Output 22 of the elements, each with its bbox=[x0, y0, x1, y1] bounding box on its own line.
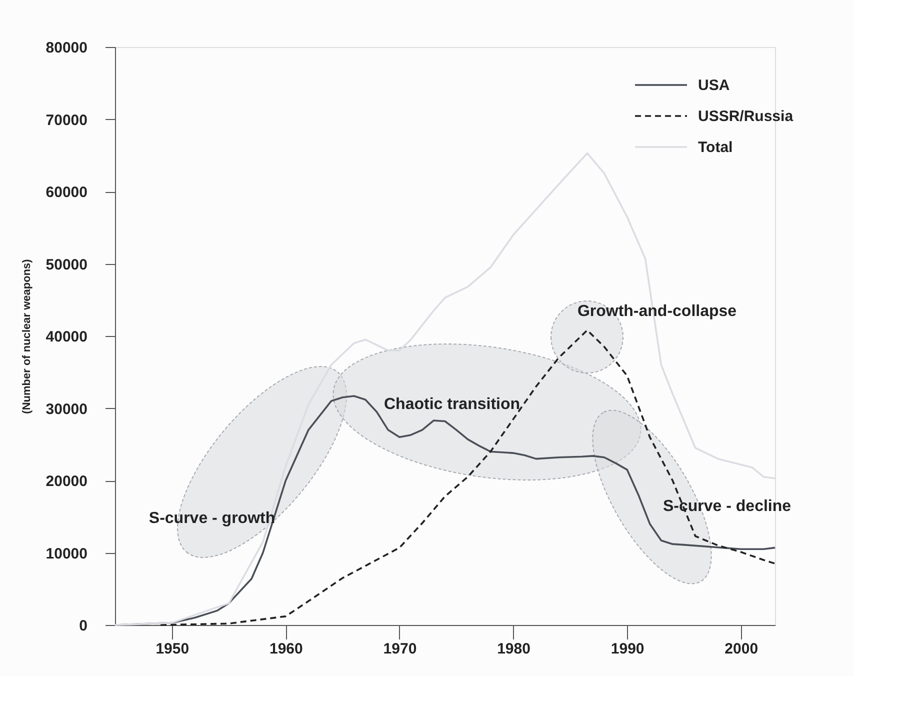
x-tick-label: 1980 bbox=[497, 640, 530, 658]
legend-label: USSR/Russia bbox=[698, 108, 794, 125]
legend-label: USA bbox=[698, 77, 730, 94]
y-tick-label: 0 bbox=[79, 618, 88, 634]
y-tick-label: 70000 bbox=[46, 112, 88, 129]
annotation: S-curve - decline bbox=[662, 498, 792, 515]
y-tick-label: 50000 bbox=[46, 256, 88, 274]
x-tick-label: 2000 bbox=[724, 640, 758, 658]
y-tick-label: 30000 bbox=[46, 400, 88, 418]
x-tick-label: 1990 bbox=[610, 640, 644, 658]
y-tick-label: 40000 bbox=[46, 328, 88, 346]
y-axis-title: (Number of nuclear weapons) bbox=[20, 258, 33, 414]
legend-label: Total bbox=[698, 139, 733, 156]
y-tick-label: 10000 bbox=[46, 545, 88, 562]
x-tick-label: 1970 bbox=[383, 640, 417, 658]
y-tick-label: 60000 bbox=[46, 184, 88, 201]
annotation: Chaotic transition bbox=[384, 396, 520, 413]
y-tick-label: 20000 bbox=[46, 473, 88, 490]
annotation: Growth-and-collapse bbox=[577, 303, 737, 320]
x-tick-label: 1960 bbox=[270, 640, 303, 658]
y-tick-label: 80000 bbox=[46, 40, 88, 56]
x-tick-label: 1950 bbox=[156, 640, 190, 658]
